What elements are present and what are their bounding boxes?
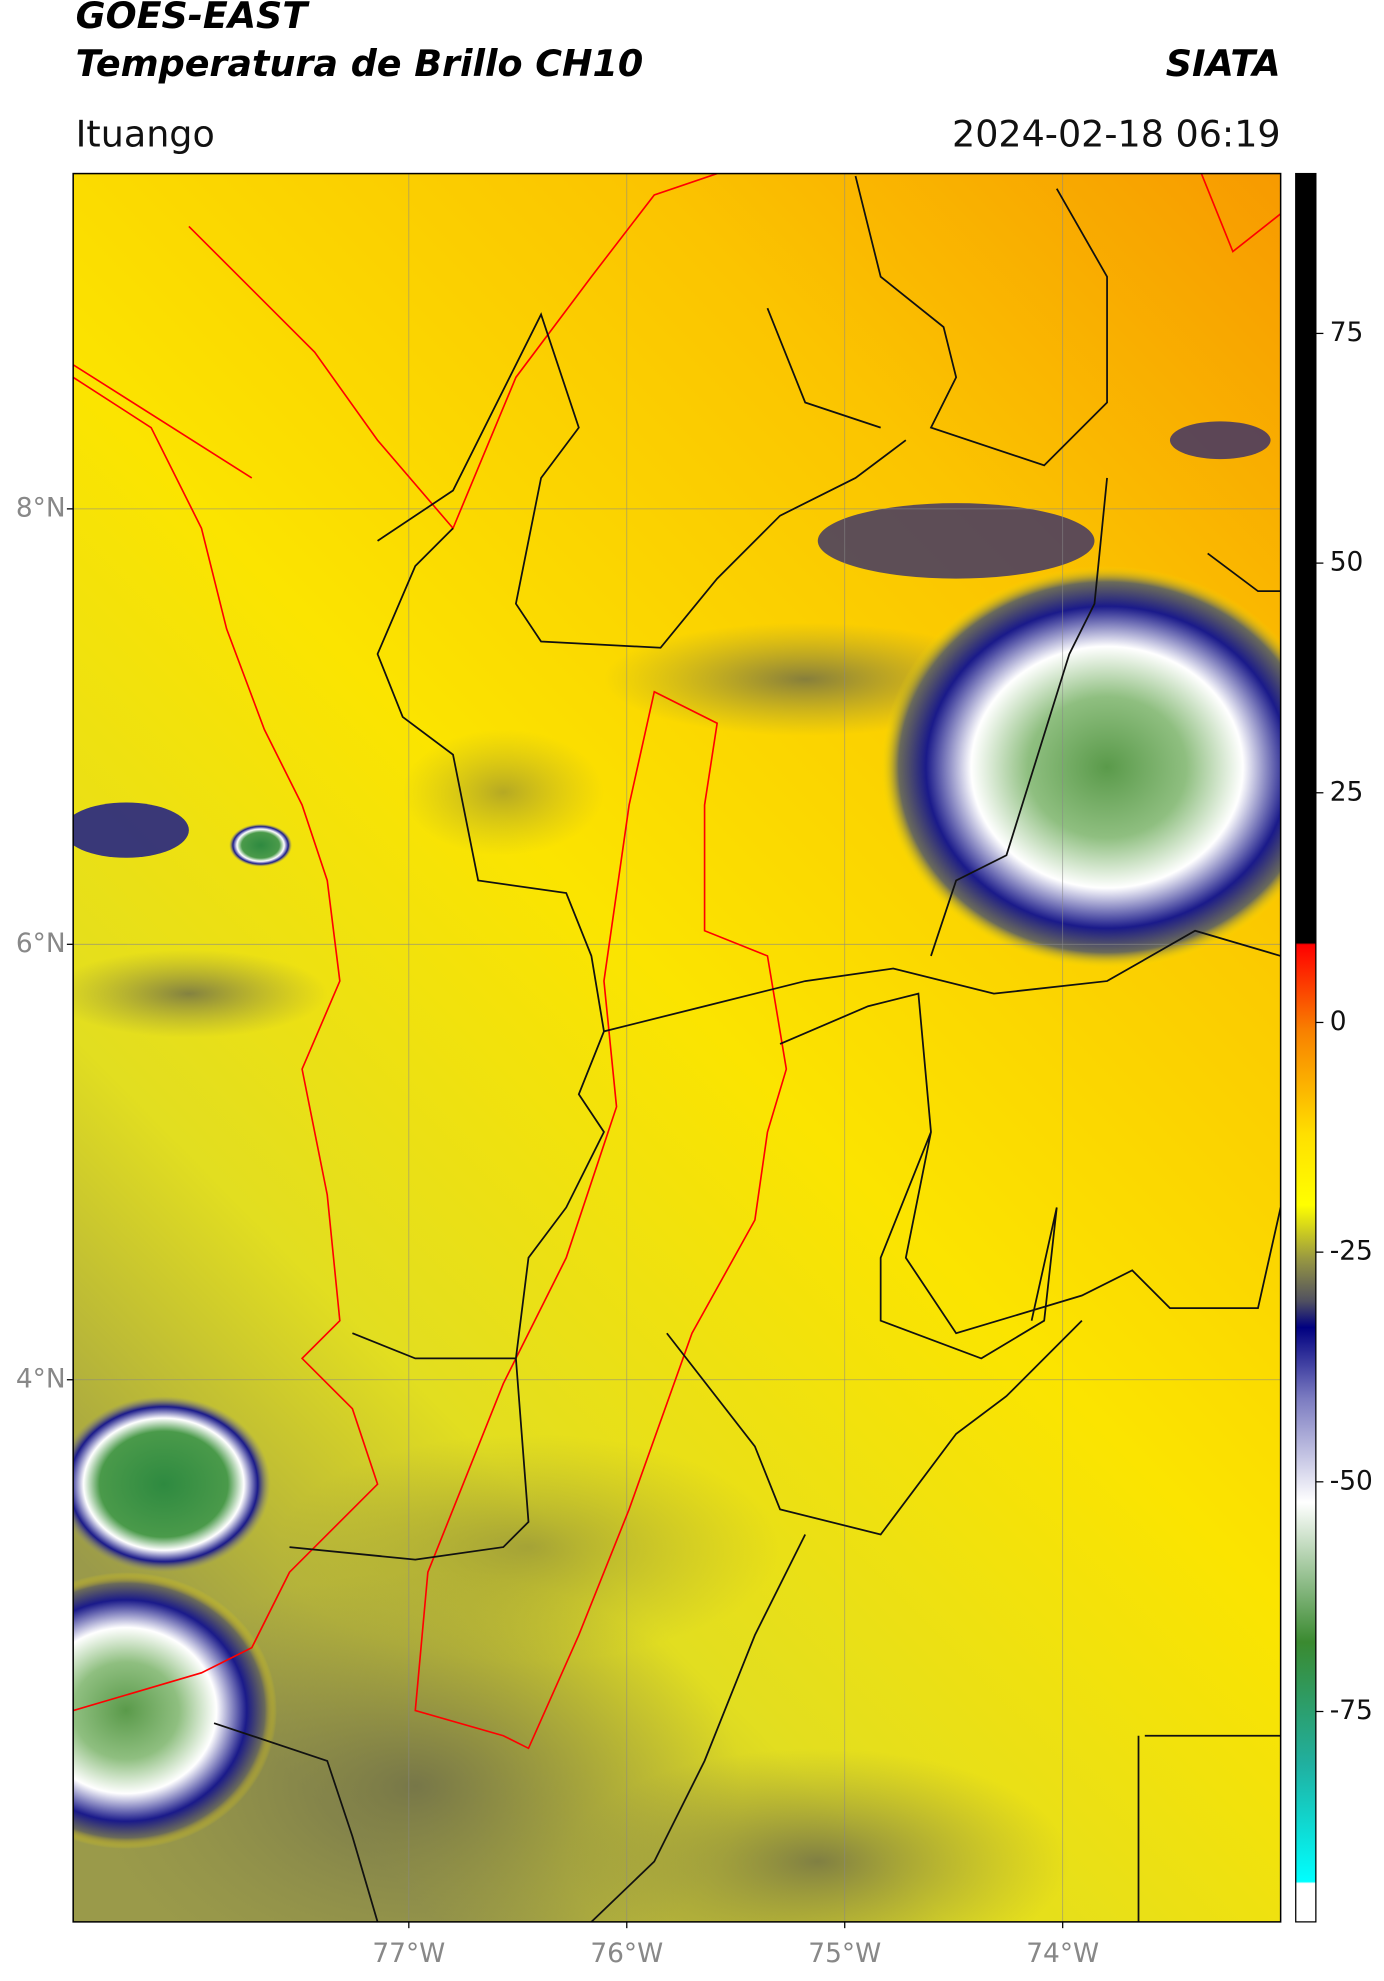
colorbar-tick-label: 0 xyxy=(1330,1006,1347,1037)
colorbar-tick-label: 50 xyxy=(1330,547,1364,578)
x-tick-label: 75°W xyxy=(808,1938,881,1969)
haze xyxy=(566,1748,1070,1922)
watershed xyxy=(414,690,788,1750)
colorbar-tick-label: -25 xyxy=(1330,1236,1373,1267)
border xyxy=(213,175,1281,1922)
cloud xyxy=(880,566,1281,969)
y-tick-label: 4°N xyxy=(16,1363,66,1394)
colorbar-tick-label: 25 xyxy=(1330,776,1364,807)
cloud xyxy=(1169,421,1271,460)
cloud xyxy=(73,1396,271,1573)
haze xyxy=(276,1433,781,1661)
grid xyxy=(73,173,1281,1922)
colorbar xyxy=(1295,172,1317,1923)
x-tick-label: 76°W xyxy=(590,1938,663,1969)
y-tick-label: 8°N xyxy=(16,492,66,523)
subtitle: Temperatura de Brillo CH10 xyxy=(76,42,644,85)
location: Ituango xyxy=(76,112,215,155)
datetime: 2024-02-18 06:19 xyxy=(952,112,1281,155)
cloud xyxy=(229,823,293,867)
colorbar-tick-label: -50 xyxy=(1330,1465,1373,1496)
x-tick-label: 74°W xyxy=(1026,1938,1099,1969)
brand: SIATA xyxy=(1166,42,1281,85)
map-frame xyxy=(72,172,1282,1923)
coastline xyxy=(73,173,1281,1712)
title: GOES-EAST xyxy=(76,0,311,37)
labels: 77°W 76°W 75°W 74°W 8°N 6°N 4°N 75 50 25 0 -25 -50 -7… xyxy=(16,317,1373,1969)
colorbar-tick-label: -75 xyxy=(1330,1695,1373,1726)
cloud xyxy=(73,1572,277,1849)
colorbar-tick-label: 75 xyxy=(1330,317,1364,348)
haze xyxy=(73,949,328,1038)
y-tick-label: 6°N xyxy=(16,928,66,959)
cloud xyxy=(817,503,1095,579)
map xyxy=(73,173,1281,1922)
cloud xyxy=(73,802,189,858)
x-tick-label: 77°W xyxy=(372,1938,445,1969)
haze xyxy=(402,729,604,856)
